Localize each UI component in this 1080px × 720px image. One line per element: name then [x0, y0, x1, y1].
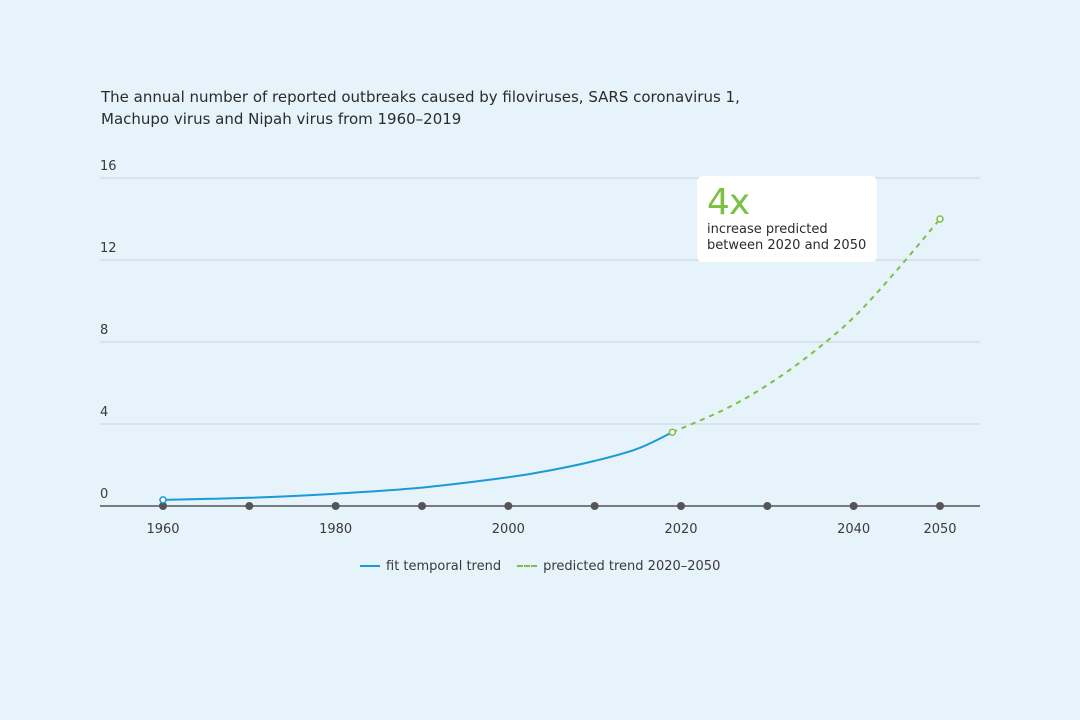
axis-dot [763, 502, 772, 510]
series-predicted-start-marker [668, 428, 677, 436]
legend-item-predicted: predicted trend 2020–2050 [517, 559, 720, 574]
x-tick-label: 2040 [837, 522, 870, 537]
y-tick-label: 4 [100, 405, 108, 420]
axis-dot [590, 502, 599, 510]
series-lines [159, 215, 944, 504]
axis-dot [245, 502, 254, 510]
axis-dot [677, 502, 685, 510]
legend-label-predicted: predicted trend 2020–2050 [543, 558, 721, 574]
y-tick-label: 16 [100, 159, 117, 174]
axis-dot [504, 502, 513, 510]
callout-text-line-1: increase predicted [707, 222, 828, 237]
x-tick-label: 2020 [664, 522, 697, 537]
legend-swatch-dashed [517, 565, 538, 567]
callout-text-line-2: between 2020 and 2050 [707, 238, 867, 253]
axis-dot [936, 502, 944, 510]
axis-dot [331, 502, 340, 510]
y-tick-label: 8 [100, 323, 108, 338]
axis-dot [418, 502, 426, 510]
x-tick-label: 1960 [146, 522, 179, 537]
x-tick-label: 1980 [319, 522, 352, 537]
x-tick-label: 2000 [492, 522, 525, 537]
series-fit-start-marker [159, 496, 167, 504]
series-predicted-end-marker [936, 215, 944, 223]
legend-item-fit: fit temporal trend [360, 559, 501, 574]
y-tick-label: 0 [100, 487, 108, 502]
legend-swatch-solid [360, 565, 380, 567]
y-tick-label: 12 [100, 241, 117, 256]
annotation-callout: 4x increase predicted between 2020 and 2… [697, 176, 877, 262]
legend-label-fit: fit temporal trend [386, 558, 502, 574]
chart-title: The annual number of reported outbreaks … [101, 86, 861, 130]
chart-title-line-2: Machupo virus and Nipah virus from 1960–… [101, 110, 462, 128]
series-fit-line [162, 431, 673, 501]
y-axis-ticks: 0 4 8 12 16 [100, 159, 117, 502]
axis-dot [849, 502, 858, 510]
chart-title-line-1: The annual number of reported outbreaks … [101, 88, 740, 106]
x-tick-label: 2050 [923, 522, 956, 537]
x-axis [100, 502, 980, 510]
axis-dot [159, 502, 167, 510]
x-axis-ticks: 1960 1980 2000 2020 2040 2050 [146, 522, 956, 537]
legend: fit temporal trend predicted trend 2020–… [360, 556, 736, 576]
callout-multiplier: 4x [707, 182, 750, 223]
